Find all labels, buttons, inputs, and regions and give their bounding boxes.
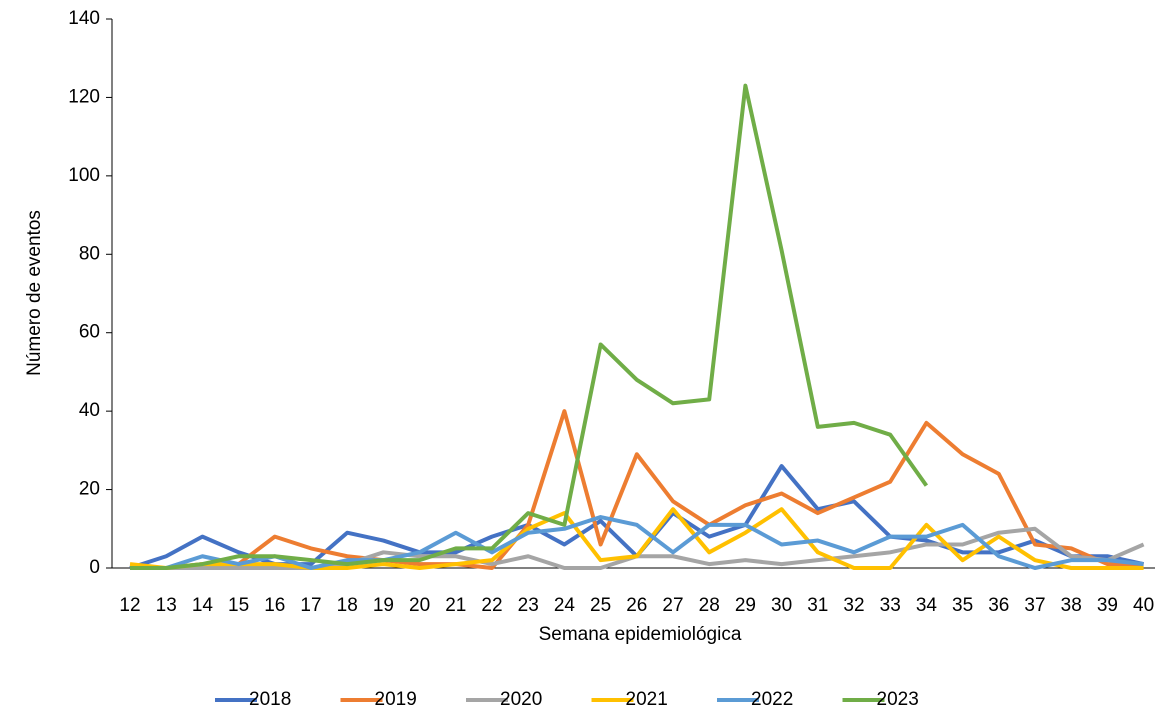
y-tick-label: 60 <box>79 322 100 343</box>
x-tick-label: 33 <box>880 595 901 616</box>
y-tick-label: 140 <box>68 8 100 29</box>
legend-label: 2019 <box>375 689 417 710</box>
legend-label: 2022 <box>751 689 793 710</box>
x-tick-label: 21 <box>445 595 466 616</box>
legend-label: 2021 <box>626 689 668 710</box>
x-tick-label: 19 <box>373 595 394 616</box>
y-tick-label: 40 <box>79 400 100 421</box>
x-tick-label: 14 <box>192 595 214 616</box>
chart: Semana epidemiológica Número de eventos … <box>0 0 1155 713</box>
x-tick-label: 34 <box>916 595 938 616</box>
x-tick-label: 24 <box>554 595 576 616</box>
x-tick-label: 25 <box>590 595 611 616</box>
series-line <box>130 411 1144 568</box>
x-tick-label: 12 <box>119 595 140 616</box>
x-tick-label: 18 <box>337 595 358 616</box>
x-tick-label: 35 <box>952 595 973 616</box>
legend-label: 2020 <box>500 689 542 710</box>
x-tick-label: 26 <box>626 595 647 616</box>
x-tick-label: 13 <box>156 595 177 616</box>
x-tick-label: 36 <box>988 595 1009 616</box>
x-tick-label: 20 <box>409 595 430 616</box>
x-tick-label: 22 <box>481 595 502 616</box>
y-tick-label: 0 <box>89 557 100 578</box>
x-tick-label: 17 <box>300 595 321 616</box>
x-tick-label: 39 <box>1097 595 1118 616</box>
y-tick-label: 100 <box>68 165 100 186</box>
x-tick-label: 29 <box>735 595 756 616</box>
x-axis-title: Semana epidemiológica <box>539 624 742 645</box>
x-tick-label: 40 <box>1133 595 1154 616</box>
x-tick-label: 28 <box>699 595 720 616</box>
x-tick-label: 37 <box>1024 595 1045 616</box>
x-tick-label: 38 <box>1061 595 1082 616</box>
x-tick-label: 23 <box>518 595 539 616</box>
x-tick-label: 27 <box>662 595 683 616</box>
x-tick-label: 32 <box>843 595 864 616</box>
x-tick-label: 31 <box>807 595 828 616</box>
y-axis-title: Número de eventos <box>24 210 45 376</box>
x-tick-label: 30 <box>771 595 792 616</box>
y-tick-label: 120 <box>68 86 100 107</box>
legend-label: 2023 <box>877 689 919 710</box>
series-line <box>130 466 1144 568</box>
y-tick-label: 80 <box>79 243 100 264</box>
legend-label: 2018 <box>249 689 291 710</box>
x-tick-label: 15 <box>228 595 249 616</box>
x-tick-label: 16 <box>264 595 285 616</box>
y-tick-label: 20 <box>79 479 100 500</box>
